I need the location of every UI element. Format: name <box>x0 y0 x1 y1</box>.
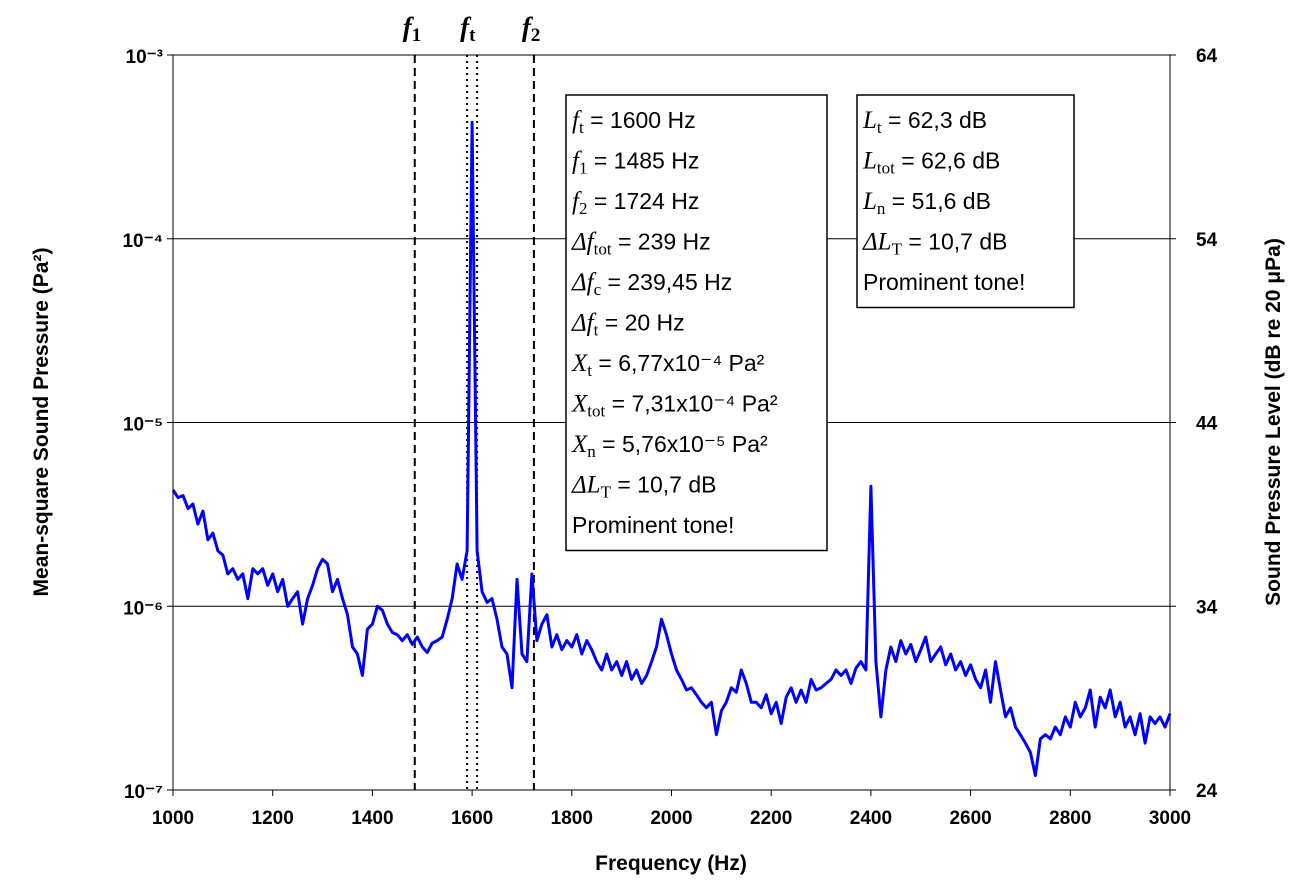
annotation-line: Ln = 51,6 dB <box>862 188 991 218</box>
marker-symbol: f <box>403 12 415 42</box>
annotation-sub: tot <box>594 240 612 259</box>
annotation-text: = 239,45 Hz <box>601 269 732 295</box>
annotation-sub: c <box>594 280 602 299</box>
annotation-symbol: L <box>862 107 877 134</box>
annotation-line: Xt = 6,77x10⁻⁴ Pa² <box>571 350 765 380</box>
x-tick-label: 1800 <box>551 808 593 829</box>
annotation-line: Prominent tone! <box>572 512 734 538</box>
data-line <box>171 120 1172 777</box>
annotation-text: Prominent tone! <box>863 269 1025 295</box>
y-tick-label: 10⁻⁶ <box>123 598 163 619</box>
annotation-symbol: L <box>862 188 877 215</box>
marker-label: f2 <box>522 12 541 46</box>
annotation-symbol: f <box>572 188 582 215</box>
annotation-line: ΔLT = 10,7 dB <box>571 472 716 502</box>
annotation-text: = 1724 Hz <box>587 188 699 214</box>
annotation-text: = 6,77x10⁻⁴ Pa² <box>592 350 765 376</box>
annotation-sub: 2 <box>579 199 588 218</box>
x-tick-label: 2200 <box>750 808 792 829</box>
y2-tick-label: 34 <box>1196 597 1218 618</box>
annotation-text: = 51,6 dB <box>885 188 991 214</box>
annotation-text: = 1600 Hz <box>584 107 696 133</box>
annotation-line: Prominent tone! <box>863 269 1025 295</box>
annotation-text: = 10,7 dB <box>611 472 717 498</box>
marker-sub: t <box>469 25 476 46</box>
y2-tick-label: 54 <box>1196 230 1218 251</box>
annotation-text: Prominent tone! <box>572 512 734 538</box>
y-tick-label: 10⁻⁴ <box>122 231 163 252</box>
annotation-text: = 62,6 dB <box>895 148 1001 174</box>
marker-sub: 2 <box>531 25 541 46</box>
annotation-sub: n <box>877 199 886 218</box>
annotation-line: Xn = 5,76x10⁻⁵ Pa² <box>571 431 768 461</box>
marker-label: f1 <box>403 12 422 46</box>
annotation-line: Ltot = 62,6 dB <box>862 148 1000 178</box>
annotation-line: ΔLT = 10,7 dB <box>862 229 1007 259</box>
annotation-text: = 62,3 dB <box>882 107 988 133</box>
marker-symbol: f <box>460 12 472 42</box>
annotation-sub: 1 <box>579 159 588 178</box>
x-axis-label: Frequency (Hz) <box>595 852 747 875</box>
marker-label: ft <box>460 12 476 46</box>
y-tick-label: 10⁻⁵ <box>123 415 163 436</box>
marker-symbol: f <box>522 12 534 42</box>
annotation-symbol: X <box>571 350 589 377</box>
annotation-symbol: f <box>572 148 582 175</box>
annotation-box <box>856 94 1075 309</box>
x-tick-label: 1400 <box>351 808 393 829</box>
annotation-text: = 239 Hz <box>612 229 711 255</box>
annotation-symbol: Δf <box>571 310 597 337</box>
annotation-sub: t <box>877 118 882 137</box>
annotation-line: Δftot = 239 Hz <box>571 229 711 259</box>
x-tick-label: 2600 <box>949 808 991 829</box>
annotation-line: f1 = 1485 Hz <box>572 148 699 178</box>
y-tick-label: 10⁻⁷ <box>124 782 163 803</box>
annotation-sub: n <box>587 442 596 461</box>
annotation-sub: t <box>587 361 592 380</box>
y2-tick-label: 24 <box>1196 781 1218 802</box>
annotation-symbol: X <box>571 391 589 418</box>
annotation-symbol: Δf <box>571 229 597 256</box>
annotation-line: Xtot = 7,31x10⁻⁴ Pa² <box>571 391 778 421</box>
annotation-text: = 7,31x10⁻⁴ Pa² <box>605 391 778 417</box>
plot-frame <box>172 54 1171 791</box>
annotation-line: Δfc = 239,45 Hz <box>571 269 732 299</box>
annotation-line: Lt = 62,3 dB <box>862 107 987 137</box>
y2-tick-label: 44 <box>1196 414 1218 435</box>
annotation-text: = 5,76x10⁻⁵ Pa² <box>596 431 768 457</box>
annotation-symbol: f <box>572 107 582 134</box>
annotation-line: Δft = 20 Hz <box>571 310 685 340</box>
annotation-sub: t <box>594 321 599 340</box>
y-tick-label: 10⁻³ <box>126 47 164 68</box>
annotation-sub: T <box>892 240 903 259</box>
x-tick-label: 3000 <box>1149 808 1191 829</box>
annotation-box <box>565 94 828 552</box>
annotation-symbol: ΔL <box>571 472 601 499</box>
y-axis-label: Mean-square Sound Pressure (Pa²) <box>30 248 53 597</box>
y2-axis-label: Sound Pressure Level (dB re 20 μPa) <box>1262 238 1285 606</box>
y2-tick-label: 64 <box>1196 46 1218 67</box>
annotation-symbol: L <box>862 148 877 175</box>
x-tick-label: 2000 <box>650 808 692 829</box>
annotation-line: ft = 1600 Hz <box>572 107 696 137</box>
annotation-sub: t <box>579 118 584 137</box>
marker-sub: 1 <box>412 25 422 46</box>
x-tick-label: 2800 <box>1049 808 1091 829</box>
annotation-sub: T <box>601 483 612 502</box>
annotation-symbol: Δf <box>571 269 597 296</box>
x-tick-label: 2400 <box>850 808 892 829</box>
annotation-symbol: X <box>571 431 589 458</box>
annotation-text: = 1485 Hz <box>587 148 699 174</box>
annotation-sub: tot <box>877 159 895 178</box>
x-tick-label: 1200 <box>252 808 294 829</box>
annotation-symbol: ΔL <box>862 229 892 256</box>
annotation-text: = 10,7 dB <box>902 229 1008 255</box>
x-tick-label: 1600 <box>451 808 493 829</box>
annotation-text: = 20 Hz <box>598 310 684 336</box>
annotation-line: f2 = 1724 Hz <box>572 188 699 218</box>
x-tick-label: 1000 <box>152 808 194 829</box>
annotation-sub: tot <box>587 402 605 421</box>
